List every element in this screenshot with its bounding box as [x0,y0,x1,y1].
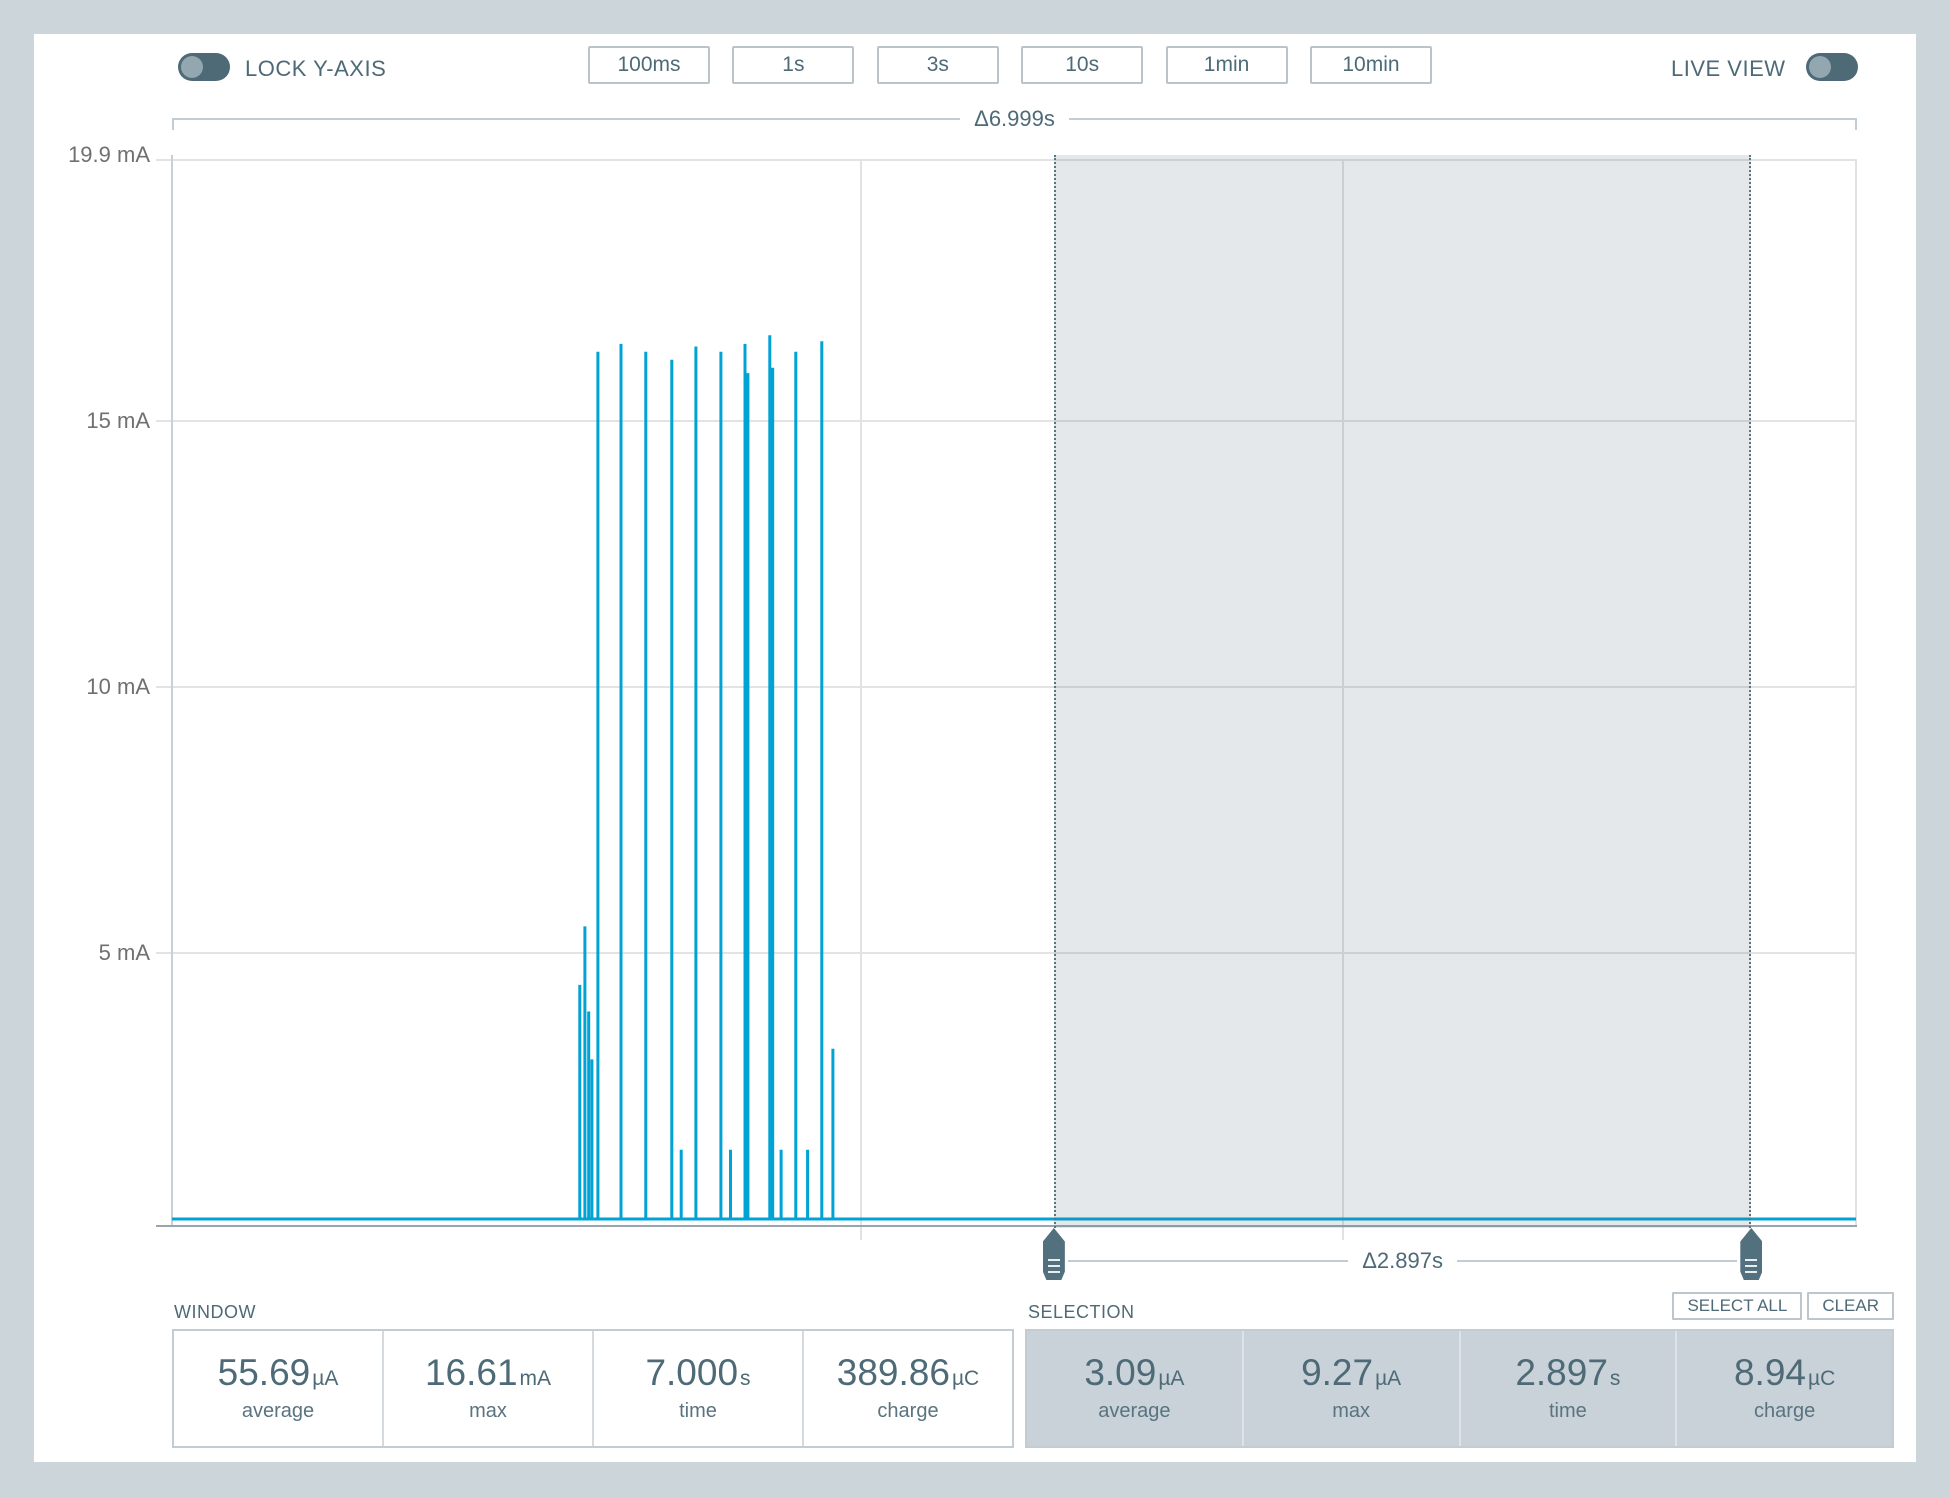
selection-charge-cell: 8.94µC charge [1675,1331,1892,1446]
window-button-10min[interactable]: 10min [1309,46,1432,84]
stat-value: 16.61mA [424,1352,552,1393]
selection-delta-bracket: Δ2.897s [1067,1247,1738,1275]
y-tick-19-9mA: 19.9 mA [68,142,150,167]
selection-stats-panel: 3.09µA average 9.27µA max 2.897s time 8.… [1025,1329,1894,1448]
window-button-3s[interactable]: 3s [876,46,999,84]
selection-actions: SELECT ALL CLEAR [1616,1292,1894,1320]
bracket-line [1068,118,1857,120]
selection-max-cell: 9.27µA max [1241,1331,1459,1446]
window-button-100ms[interactable]: 100ms [588,46,710,84]
bracket-tick [172,118,174,130]
bracket-line [172,118,961,120]
grip-line-icon [1047,1259,1060,1261]
live-view-label: LIVE VIEW [1671,56,1786,81]
window-average-cell: 55.69µA average [174,1331,382,1446]
stat-label: charge [877,1400,939,1422]
toggle-knob-icon [1809,56,1831,78]
current-chart[interactable] [156,155,1857,1245]
stat-value: 7.000s [645,1352,751,1393]
grip-line-icon [1047,1271,1060,1273]
window-delta-bracket: Δ6.999s [172,106,1857,132]
lock-y-axis-label: LOCK Y-AXIS [245,56,387,81]
stat-label: time [1548,1400,1587,1422]
stat-label: average [1098,1400,1171,1422]
main-card: LOCK Y-AXIS 100ms 1s 3s 10s 1min 10min L… [34,34,1916,1462]
stat-value: 389.86µC [836,1352,980,1393]
stat-value: 8.94µC [1733,1352,1836,1393]
window-button-10s[interactable]: 10s [1021,46,1144,84]
grip-line-icon [1745,1259,1758,1261]
selection-time-cell: 2.897s time [1458,1331,1676,1446]
stat-label: average [241,1400,315,1422]
window-charge-cell: 389.86µC charge [802,1331,1012,1446]
selection-stats-title: SELECTION [1028,1302,1135,1322]
selection-average-cell: 3.09µA average [1027,1331,1242,1446]
lock-y-axis-toggle[interactable] [178,53,230,81]
clear-button[interactable]: CLEAR [1807,1292,1894,1320]
bracket-tick [1855,118,1857,130]
time-window-button-group: 100ms 1s 3s 10s 1min 10min [588,46,1432,84]
grip-line-icon [1047,1265,1060,1267]
stat-value: 55.69µA [217,1352,339,1393]
y-tick-10mA: 10 mA [86,674,150,699]
stat-value: 9.27µA [1301,1352,1402,1393]
selection-delta-label: Δ2.897s [1362,1248,1443,1273]
window-button-1min[interactable]: 1min [1165,46,1288,84]
y-tick-15mA: 15 mA [86,408,150,433]
select-all-button[interactable]: SELECT ALL [1672,1292,1803,1320]
window-time-cell: 7.000s time [592,1331,802,1446]
y-tick-5mA: 5 mA [98,940,150,965]
live-view-toggle[interactable] [1806,53,1858,81]
stat-label: max [469,1400,507,1422]
selection-region[interactable] [1053,155,1752,1228]
stat-value: 3.09µA [1084,1352,1185,1393]
bracket-line [1067,1260,1349,1262]
window-delta-label: Δ6.999s [974,106,1055,131]
bracket-line [1456,1260,1738,1262]
stat-label: max [1332,1400,1371,1422]
stat-label: time [679,1400,717,1422]
stat-value: 2.897s [1515,1352,1621,1393]
selection-handle-right[interactable] [1740,1228,1763,1280]
window-button-1s[interactable]: 1s [732,46,855,84]
selection-handle-left[interactable] [1042,1228,1065,1280]
window-stats-panel: 55.69µA average 16.61mA max 7.000s time … [172,1329,1014,1448]
window-max-cell: 16.61mA max [382,1331,592,1446]
grip-line-icon [1745,1271,1758,1273]
window-stats-title: WINDOW [174,1302,256,1322]
toggle-knob-icon [181,56,203,78]
stat-label: charge [1754,1400,1816,1422]
grip-line-icon [1745,1265,1758,1267]
